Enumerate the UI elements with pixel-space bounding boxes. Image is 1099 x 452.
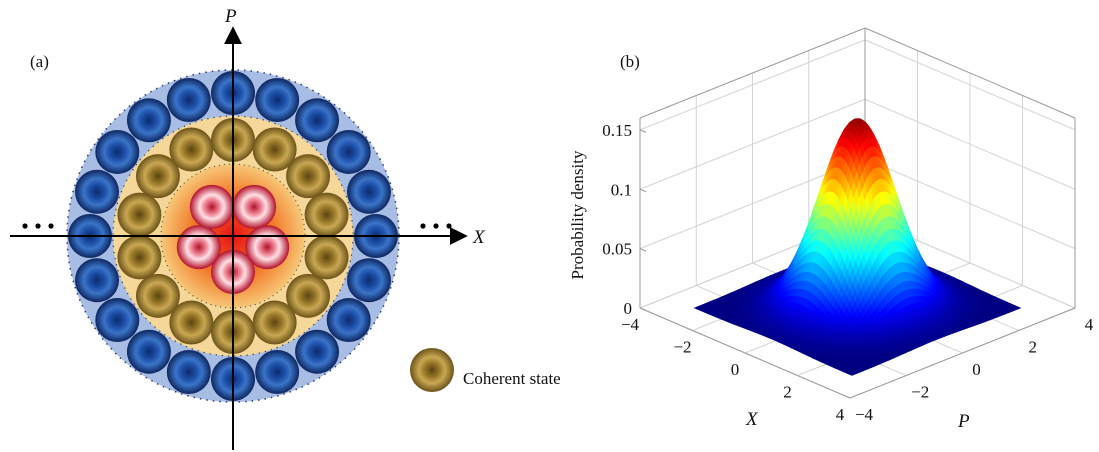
coherent-state (169, 128, 213, 172)
coherent-state (177, 225, 221, 269)
x-axis-label: X (472, 227, 486, 248)
p-axis-label: P (224, 6, 237, 27)
coherent-state (295, 98, 339, 142)
legend-swatch (410, 348, 454, 392)
x-tick-label: 2 (783, 383, 792, 402)
coherent-state (232, 185, 276, 229)
x-axis-label: X (745, 409, 759, 430)
coherent-state (286, 154, 330, 198)
z-tick-label: 0.15 (602, 121, 632, 140)
coherent-state (295, 330, 339, 374)
coherent-state (305, 193, 349, 237)
coherent-state (190, 185, 234, 229)
coherent-state (117, 235, 161, 279)
y-tick-label: −2 (911, 383, 929, 402)
coherent-state (255, 78, 299, 122)
tick-mark (640, 130, 646, 133)
figure: (a) P X Coherent state (b) Probability d… (0, 0, 1099, 452)
tick-mark (640, 249, 646, 252)
x-tick-label: 0 (731, 360, 740, 379)
coherent-state (167, 78, 211, 122)
coherent-state (127, 98, 171, 142)
coherent-state (127, 330, 171, 374)
legend-text: Coherent state (463, 369, 561, 388)
coherent-state (327, 130, 371, 174)
panel-label: (a) (30, 52, 49, 71)
coherent-state (327, 298, 371, 342)
y-tick-label: 2 (1029, 338, 1038, 357)
y-tick-label: 4 (1085, 315, 1094, 334)
z-tick-label: 0.05 (602, 240, 632, 259)
panel-b: (b) Probability density X P 0 0.05 0.1 0.15… (568, 28, 1094, 432)
coherent-state (117, 193, 161, 237)
coherent-state (75, 258, 119, 302)
panel-label: (b) (620, 52, 640, 71)
coherent-state (347, 258, 391, 302)
y-tick-label: 0 (972, 360, 981, 379)
coherent-state (255, 350, 299, 394)
tick-mark (640, 189, 646, 192)
surface (694, 119, 1020, 376)
y-tick-label: −4 (855, 405, 874, 424)
coherent-state (75, 170, 119, 214)
x-tick-label: −2 (673, 338, 691, 357)
x-tick-label: 4 (836, 405, 845, 424)
coherent-state (305, 235, 349, 279)
coherent-state (136, 274, 180, 318)
x-tick-label: −4 (621, 315, 640, 334)
coherent-state (347, 170, 391, 214)
z-axis-label: Probability density (568, 150, 587, 279)
coherent-state (95, 130, 139, 174)
coherent-state (95, 298, 139, 342)
coherent-state (253, 300, 297, 344)
z-tick-label: 0.1 (611, 180, 632, 199)
coherent-state (167, 350, 211, 394)
y-axis-label: P (957, 411, 970, 432)
panel-a: (a) P X Coherent state (10, 6, 561, 450)
